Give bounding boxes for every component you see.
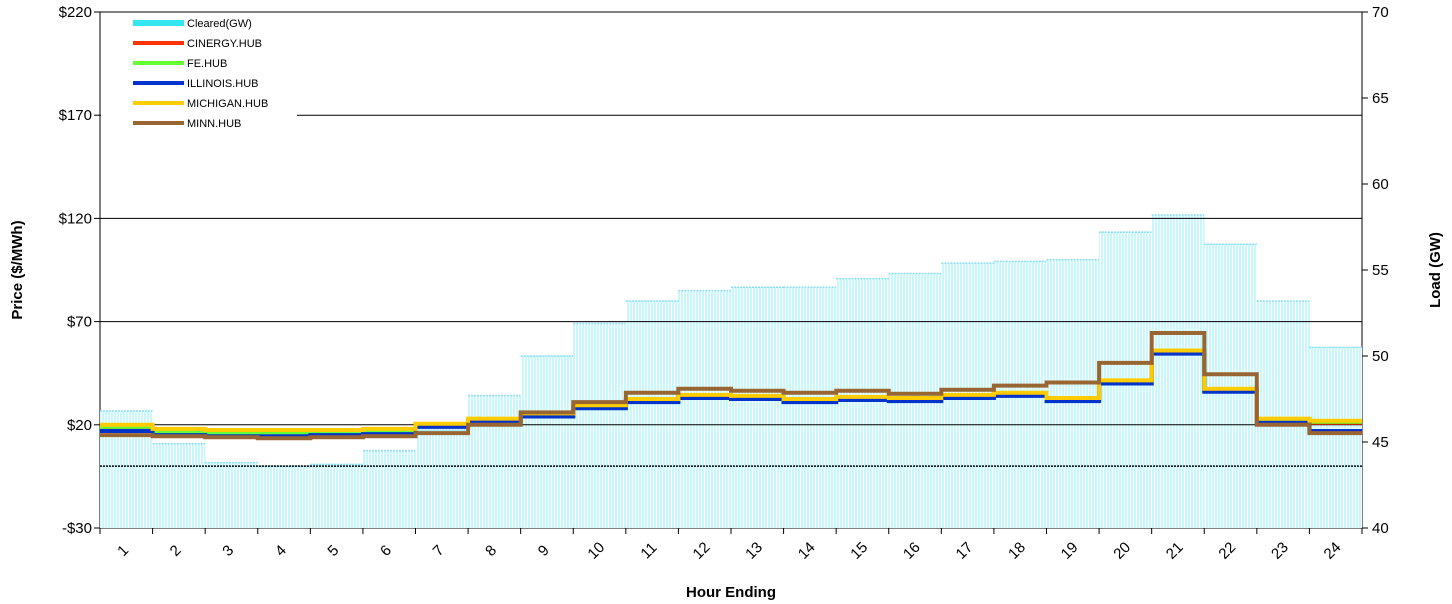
load-bar [257, 466, 311, 528]
y-tick-label: $20 [67, 417, 92, 434]
load-bar [783, 287, 837, 528]
x-tick-label: 23 [1268, 539, 1292, 563]
y2-tick-label: 65 [1372, 90, 1389, 107]
legend-label: FE.HUB [187, 58, 227, 70]
legend-box [101, 13, 297, 158]
y-axis-ticks: -$30 $20 $70 $120 $170 $220 [59, 4, 100, 537]
y2-tick-label: 40 [1372, 520, 1389, 537]
legend-label: MICHIGAN.HUB [187, 98, 268, 110]
load-bar [152, 443, 206, 528]
load-bar [678, 290, 731, 528]
series-line-minn-hub [100, 331, 1362, 441]
price-lines [100, 331, 1362, 441]
legend-label: ILLINOIS.HUB [187, 78, 259, 90]
x-tick-label: 10 [584, 539, 608, 563]
load-bar [520, 356, 574, 528]
x-axis-title: Hour Ending [686, 584, 776, 601]
load-bar [415, 429, 469, 528]
x-tick-label: 22 [1215, 539, 1239, 563]
load-bar [573, 323, 626, 528]
y-tick-label: -$30 [62, 520, 92, 537]
x-tick-label: 21 [1163, 539, 1187, 563]
load-bar [625, 300, 679, 528]
load-bar [1256, 300, 1310, 528]
legend-label: Cleared(GW) [187, 18, 252, 30]
y-axis-title: Price ($/MWh) [9, 220, 26, 319]
y2-tick-label: 45 [1372, 434, 1389, 451]
x-tick-label: 18 [1005, 539, 1029, 563]
y2-tick-label: 55 [1372, 262, 1389, 279]
load-bar [205, 462, 258, 528]
y-tick-label: $70 [67, 314, 92, 331]
x-tick-label: 16 [900, 539, 924, 563]
x-axis-ticks: 1 2 3 4 5 6 7 8 9 10 11 12 13 14 15 16 17 18 19 20 21 22 23 24 [99, 528, 1363, 563]
load-bar [310, 464, 363, 528]
y2-axis-title: Load (GW) [1427, 232, 1444, 308]
x-tick-label: 2 [167, 542, 185, 560]
x-tick-label: 1 [114, 542, 132, 560]
x-tick-label: 14 [795, 539, 819, 563]
x-tick-label: 13 [742, 539, 766, 563]
x-tick-label: 19 [1058, 539, 1082, 563]
y2-axis-ticks: 40 45 50 55 60 65 70 [1362, 4, 1389, 537]
load-bar [362, 450, 416, 528]
y2-tick-label: 70 [1372, 4, 1389, 21]
x-tick-label: 6 [377, 542, 395, 560]
x-tick-label: 7 [430, 542, 448, 560]
y2-tick-label: 60 [1372, 176, 1389, 193]
load-bar [731, 287, 784, 528]
legend-label: MINN.HUB [187, 118, 241, 130]
load-bar [1151, 214, 1205, 528]
series-line-michigan-hub [100, 348, 1362, 432]
load-bar [468, 395, 521, 528]
y-tick-label: $220 [59, 4, 92, 21]
x-tick-label: 15 [847, 539, 871, 563]
y-tick-label: $170 [59, 107, 92, 124]
y2-tick-label: 50 [1372, 348, 1389, 365]
x-tick-label: 9 [535, 542, 553, 560]
x-tick-label: 24 [1321, 539, 1345, 563]
grid-lines [100, 114, 1362, 426]
x-tick-label: 20 [1110, 539, 1134, 563]
x-tick-label: 5 [324, 542, 342, 560]
y-tick-label: $120 [59, 210, 92, 227]
x-tick-label: 11 [637, 539, 660, 562]
x-tick-label: 8 [482, 542, 500, 560]
x-tick-label: 3 [219, 542, 237, 560]
load-bar [1204, 244, 1257, 528]
load-bar [1309, 347, 1362, 528]
x-tick-label: 12 [690, 539, 714, 563]
load-bar [1046, 259, 1100, 528]
x-tick-label: 17 [953, 539, 977, 563]
x-tick-label: 4 [272, 542, 290, 560]
load-bar [836, 278, 889, 528]
legend-label: CINERGY.HUB [187, 38, 262, 50]
legend: Cleared(GW) CINERGY.HUB FE.HUB ILLINOIS.HUB… [101, 13, 297, 158]
